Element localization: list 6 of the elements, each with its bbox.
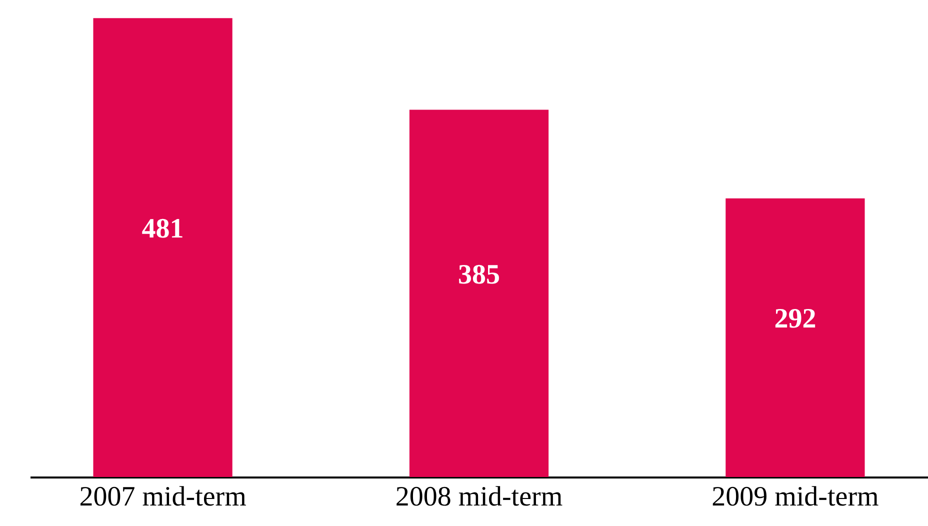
x-tick-label: 2007 mid-term <box>79 482 247 512</box>
data-label: 385 <box>458 259 500 290</box>
data-label: 481 <box>142 214 184 245</box>
x-tick-label: 2009 mid-term <box>712 482 880 512</box>
data-label: 292 <box>774 304 816 335</box>
x-tick-label: 2008 mid-term <box>395 482 563 512</box>
